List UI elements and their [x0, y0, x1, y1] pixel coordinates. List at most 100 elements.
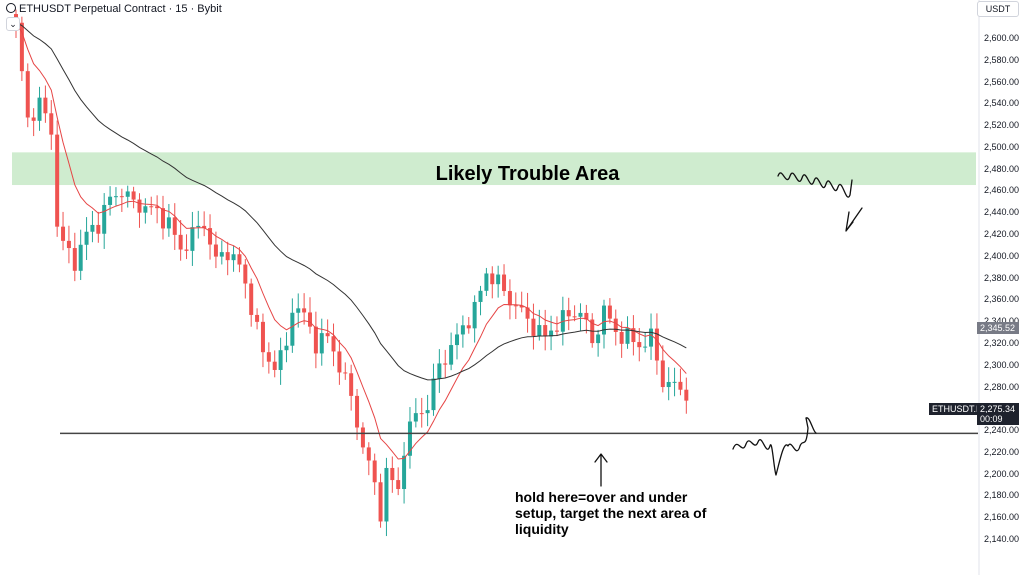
- candle-body: [96, 224, 101, 234]
- candle-body: [61, 226, 66, 241]
- candle-body: [413, 413, 418, 422]
- candle-body: [443, 363, 448, 365]
- candle-body: [243, 264, 248, 284]
- candle-body: [131, 191, 136, 200]
- candle-body: [578, 312, 583, 317]
- ema-slow-line: [15, 22, 687, 381]
- candle-body: [213, 244, 218, 257]
- price-tick-label: 2,500.00: [984, 141, 1020, 152]
- candle-body: [490, 273, 495, 285]
- candle-body: [231, 254, 236, 261]
- price-tick-label: 2,200.00: [984, 468, 1020, 479]
- price-tick-label: 2,520.00: [984, 120, 1020, 131]
- price-tick-label: 2,420.00: [984, 229, 1020, 240]
- candle-body: [290, 312, 295, 346]
- candle-body: [66, 240, 71, 249]
- candle-body: [684, 389, 689, 401]
- price-tick-label: 2,380.00: [984, 272, 1020, 283]
- candle-body: [196, 225, 201, 228]
- price-tick-label: 2,460.00: [984, 185, 1020, 196]
- candle-body: [531, 318, 536, 336]
- arrow-up-drawing: [594, 453, 608, 487]
- price-tick-label: 2,560.00: [984, 76, 1020, 87]
- candle-body: [572, 316, 577, 318]
- price-tick-label: 2,180.00: [984, 490, 1020, 501]
- candle-body: [225, 252, 230, 261]
- chevron-down-icon[interactable]: ⌄: [6, 17, 20, 31]
- candle-body: [602, 305, 606, 335]
- candle-body: [449, 345, 454, 365]
- candle-body: [349, 373, 354, 396]
- candle-body: [455, 334, 459, 346]
- price-tick-label: 2,540.00: [984, 98, 1020, 109]
- price-tick-label: 2,600.00: [984, 33, 1020, 43]
- zigzag-down-drawing: [777, 172, 863, 232]
- price-tick-label: 2,340.00: [984, 316, 1019, 326]
- candle-body: [513, 305, 518, 307]
- candle-body: [360, 427, 365, 448]
- candle-body: [90, 224, 95, 232]
- candle-body: [178, 234, 183, 250]
- candle-body: [366, 447, 371, 461]
- candle-body: [643, 346, 648, 348]
- candle-body: [525, 307, 530, 319]
- price-tick-label: 2,140.00: [984, 534, 1020, 544]
- chart-title-text: ETHUSDT Perpetual Contract · 15 · Bybit: [19, 3, 222, 15]
- currency-selector[interactable]: USDT: [977, 1, 1019, 17]
- countdown-tag: 00:09: [977, 413, 1019, 425]
- candle-body: [566, 310, 571, 317]
- ema-fast-line: [15, 22, 687, 460]
- candle-body: [431, 378, 436, 411]
- candle-body: [302, 308, 307, 313]
- candle-body: [19, 22, 24, 72]
- candle-body: [37, 97, 42, 121]
- candle-body: [584, 312, 589, 320]
- candle-body: [407, 421, 412, 456]
- candle-body: [519, 305, 524, 308]
- candle-body: [625, 328, 630, 344]
- candle-body: [666, 381, 671, 388]
- candle-body: [272, 361, 277, 370]
- candle-body: [478, 290, 483, 302]
- candle-body: [72, 248, 77, 271]
- candle-body: [596, 334, 601, 344]
- price-tick-label: 2,280.00: [984, 381, 1020, 392]
- candle-body: [337, 351, 342, 373]
- symbol-tag: ETHUSDT.P: [929, 403, 982, 415]
- price-tick-label: 2,360.00: [984, 294, 1020, 305]
- candle-body: [549, 330, 554, 337]
- candle-body: [672, 381, 677, 383]
- candle-body: [460, 325, 465, 335]
- candle-body: [78, 244, 83, 271]
- candle-body: [31, 117, 36, 121]
- price-tick-label: 2,160.00: [984, 512, 1020, 523]
- candle-body: [296, 308, 301, 313]
- price-tick-label: 2,440.00: [984, 207, 1020, 218]
- candle-body: [119, 196, 124, 198]
- last-price-tag: 2,275.34: [977, 403, 1019, 415]
- candle-body: [43, 97, 48, 114]
- candle-body: [331, 336, 336, 352]
- candle-body: [613, 318, 618, 332]
- candle-body: [502, 274, 507, 292]
- candle-body: [607, 305, 612, 319]
- candle-body: [543, 325, 548, 337]
- candle-body: [172, 217, 177, 235]
- candle-body: [49, 113, 54, 135]
- candle-body: [55, 134, 60, 227]
- exchange-logo-icon: [6, 3, 16, 13]
- candle-body: [554, 330, 559, 332]
- candle-body: [108, 196, 113, 205]
- price-tick-label: 2,580.00: [984, 54, 1020, 65]
- candle-body: [278, 350, 283, 370]
- candle-body: [149, 206, 154, 208]
- candle-body: [496, 274, 501, 285]
- candle-body: [355, 395, 360, 428]
- candle-body: [390, 467, 395, 481]
- candle-body: [184, 249, 189, 251]
- candle-body: [190, 227, 195, 251]
- candle-body: [208, 228, 213, 245]
- candle-body: [384, 467, 389, 522]
- chart-title[interactable]: ETHUSDT Perpetual Contract · 15 · Bybit: [6, 3, 222, 15]
